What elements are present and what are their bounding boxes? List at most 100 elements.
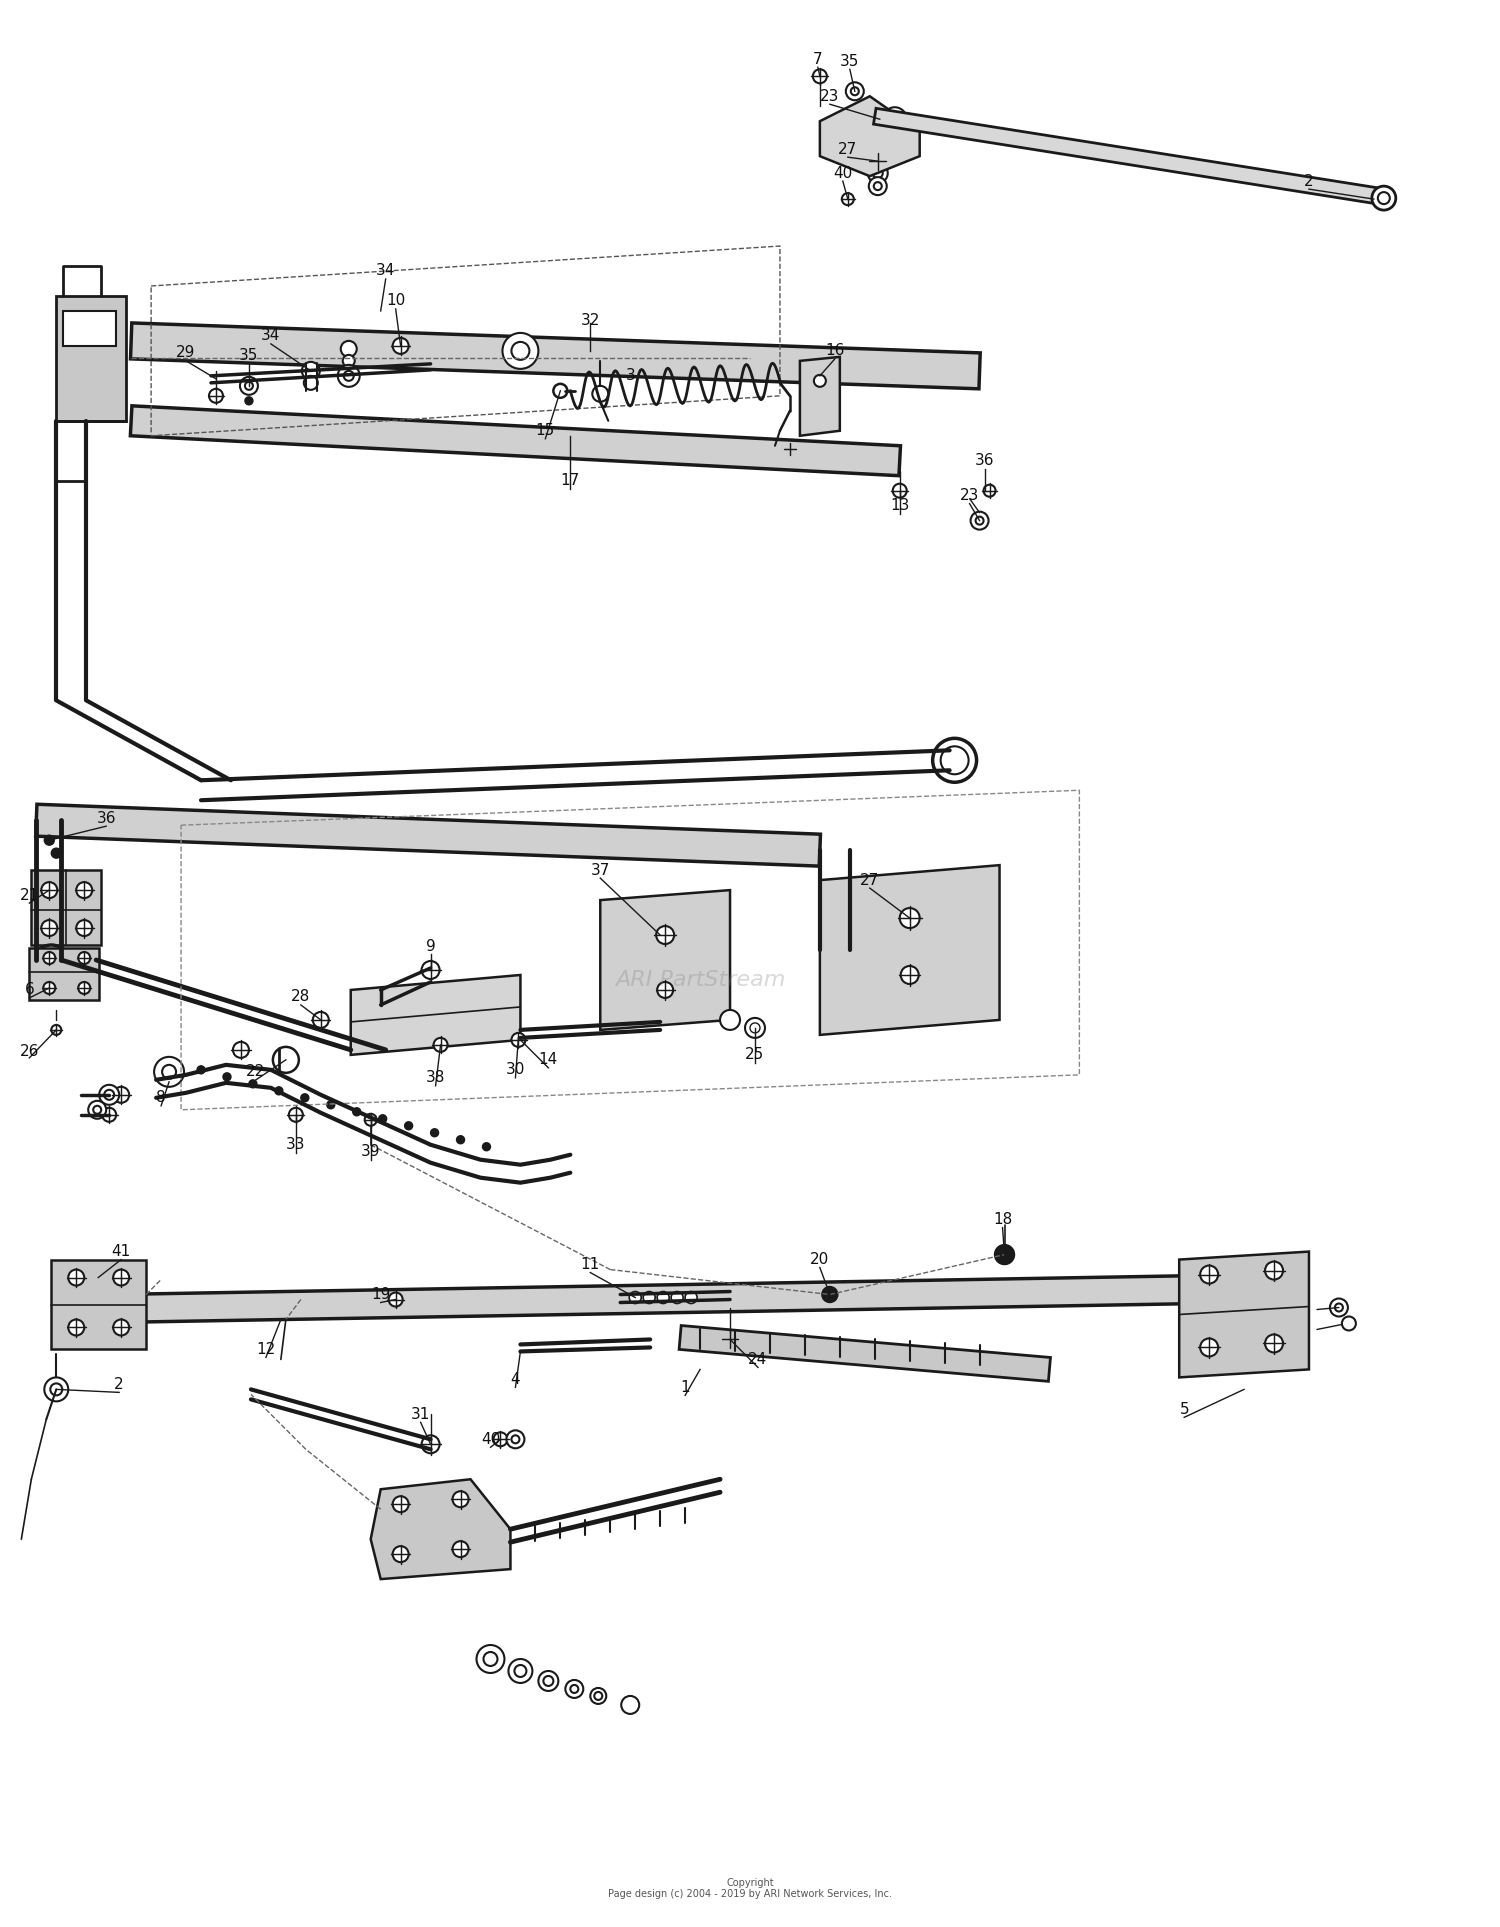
Circle shape [570,1684,579,1694]
Text: 4: 4 [510,1372,520,1387]
Circle shape [314,1012,328,1027]
Circle shape [112,1087,129,1102]
Circle shape [1335,1303,1342,1312]
Text: 27: 27 [839,143,858,156]
Text: 13: 13 [890,499,909,513]
Polygon shape [36,804,820,865]
Circle shape [900,965,918,985]
Circle shape [656,927,674,944]
Text: 25: 25 [746,1048,765,1062]
Circle shape [503,333,538,368]
Circle shape [93,1106,100,1114]
Circle shape [302,1095,309,1102]
Text: 19: 19 [370,1287,390,1303]
Text: 16: 16 [825,343,844,358]
Circle shape [483,1651,498,1667]
Circle shape [45,834,54,846]
Polygon shape [51,1260,146,1349]
Circle shape [232,1043,249,1058]
Circle shape [686,1291,698,1303]
Circle shape [51,848,62,858]
Text: 33: 33 [286,1137,306,1152]
Polygon shape [30,948,99,1000]
Polygon shape [130,324,980,389]
Circle shape [430,1129,438,1137]
Circle shape [422,962,440,979]
Circle shape [514,1665,526,1676]
Text: 34: 34 [376,264,396,279]
Polygon shape [63,310,116,345]
Circle shape [274,1087,284,1095]
Text: 31: 31 [411,1407,430,1422]
Circle shape [344,355,354,366]
Circle shape [78,952,90,964]
Circle shape [815,376,827,387]
Text: 21: 21 [20,888,39,902]
Circle shape [512,1436,519,1443]
Circle shape [970,513,988,530]
Circle shape [45,1378,69,1401]
Text: 12: 12 [256,1341,276,1357]
Polygon shape [32,871,100,944]
Circle shape [940,746,969,775]
Text: 40: 40 [482,1432,500,1447]
Circle shape [873,168,883,177]
Circle shape [822,1287,839,1303]
Text: 28: 28 [291,989,310,1004]
Text: 38: 38 [426,1069,445,1085]
Circle shape [483,1143,490,1150]
Circle shape [644,1291,656,1303]
Circle shape [51,1025,62,1035]
Text: 23: 23 [960,488,980,503]
Circle shape [592,385,609,403]
Circle shape [393,1545,408,1563]
Circle shape [112,1270,129,1285]
Circle shape [657,1291,669,1303]
Polygon shape [600,890,730,1029]
Circle shape [76,883,92,898]
Circle shape [209,389,224,403]
Circle shape [746,1017,765,1039]
Circle shape [871,154,885,168]
Polygon shape [680,1326,1050,1382]
Text: 29: 29 [177,345,195,360]
Text: 7: 7 [813,52,822,67]
Circle shape [720,1010,740,1029]
Text: 1: 1 [681,1380,690,1395]
Circle shape [39,954,63,977]
Text: 5: 5 [1179,1401,1190,1416]
Text: Copyright
Page design (c) 2004 - 2019 by ARI Network Services, Inc.: Copyright Page design (c) 2004 - 2019 by… [608,1879,892,1900]
Circle shape [784,443,795,453]
Circle shape [453,1542,468,1557]
Circle shape [1200,1266,1218,1283]
Circle shape [621,1696,639,1713]
Circle shape [304,376,318,389]
Circle shape [302,362,320,380]
Text: 36: 36 [96,811,116,825]
Text: 39: 39 [362,1145,381,1160]
Circle shape [393,337,408,355]
Text: 11: 11 [580,1256,600,1272]
Circle shape [670,1291,682,1303]
Circle shape [813,69,826,83]
Circle shape [512,1033,525,1046]
Circle shape [1372,187,1396,210]
Circle shape [88,1100,106,1120]
Circle shape [102,1108,116,1122]
Circle shape [975,516,984,524]
Circle shape [512,341,530,360]
Text: 36: 36 [975,453,994,468]
Polygon shape [57,297,126,420]
Polygon shape [56,1276,1200,1324]
Text: 24: 24 [748,1353,768,1366]
Circle shape [327,1100,334,1108]
Text: 14: 14 [538,1052,558,1068]
Circle shape [933,738,976,782]
Polygon shape [800,356,840,436]
Circle shape [846,83,864,100]
Circle shape [244,382,254,389]
Circle shape [494,1432,507,1447]
Circle shape [1264,1335,1282,1353]
Text: 30: 30 [506,1062,525,1077]
Circle shape [244,397,254,405]
